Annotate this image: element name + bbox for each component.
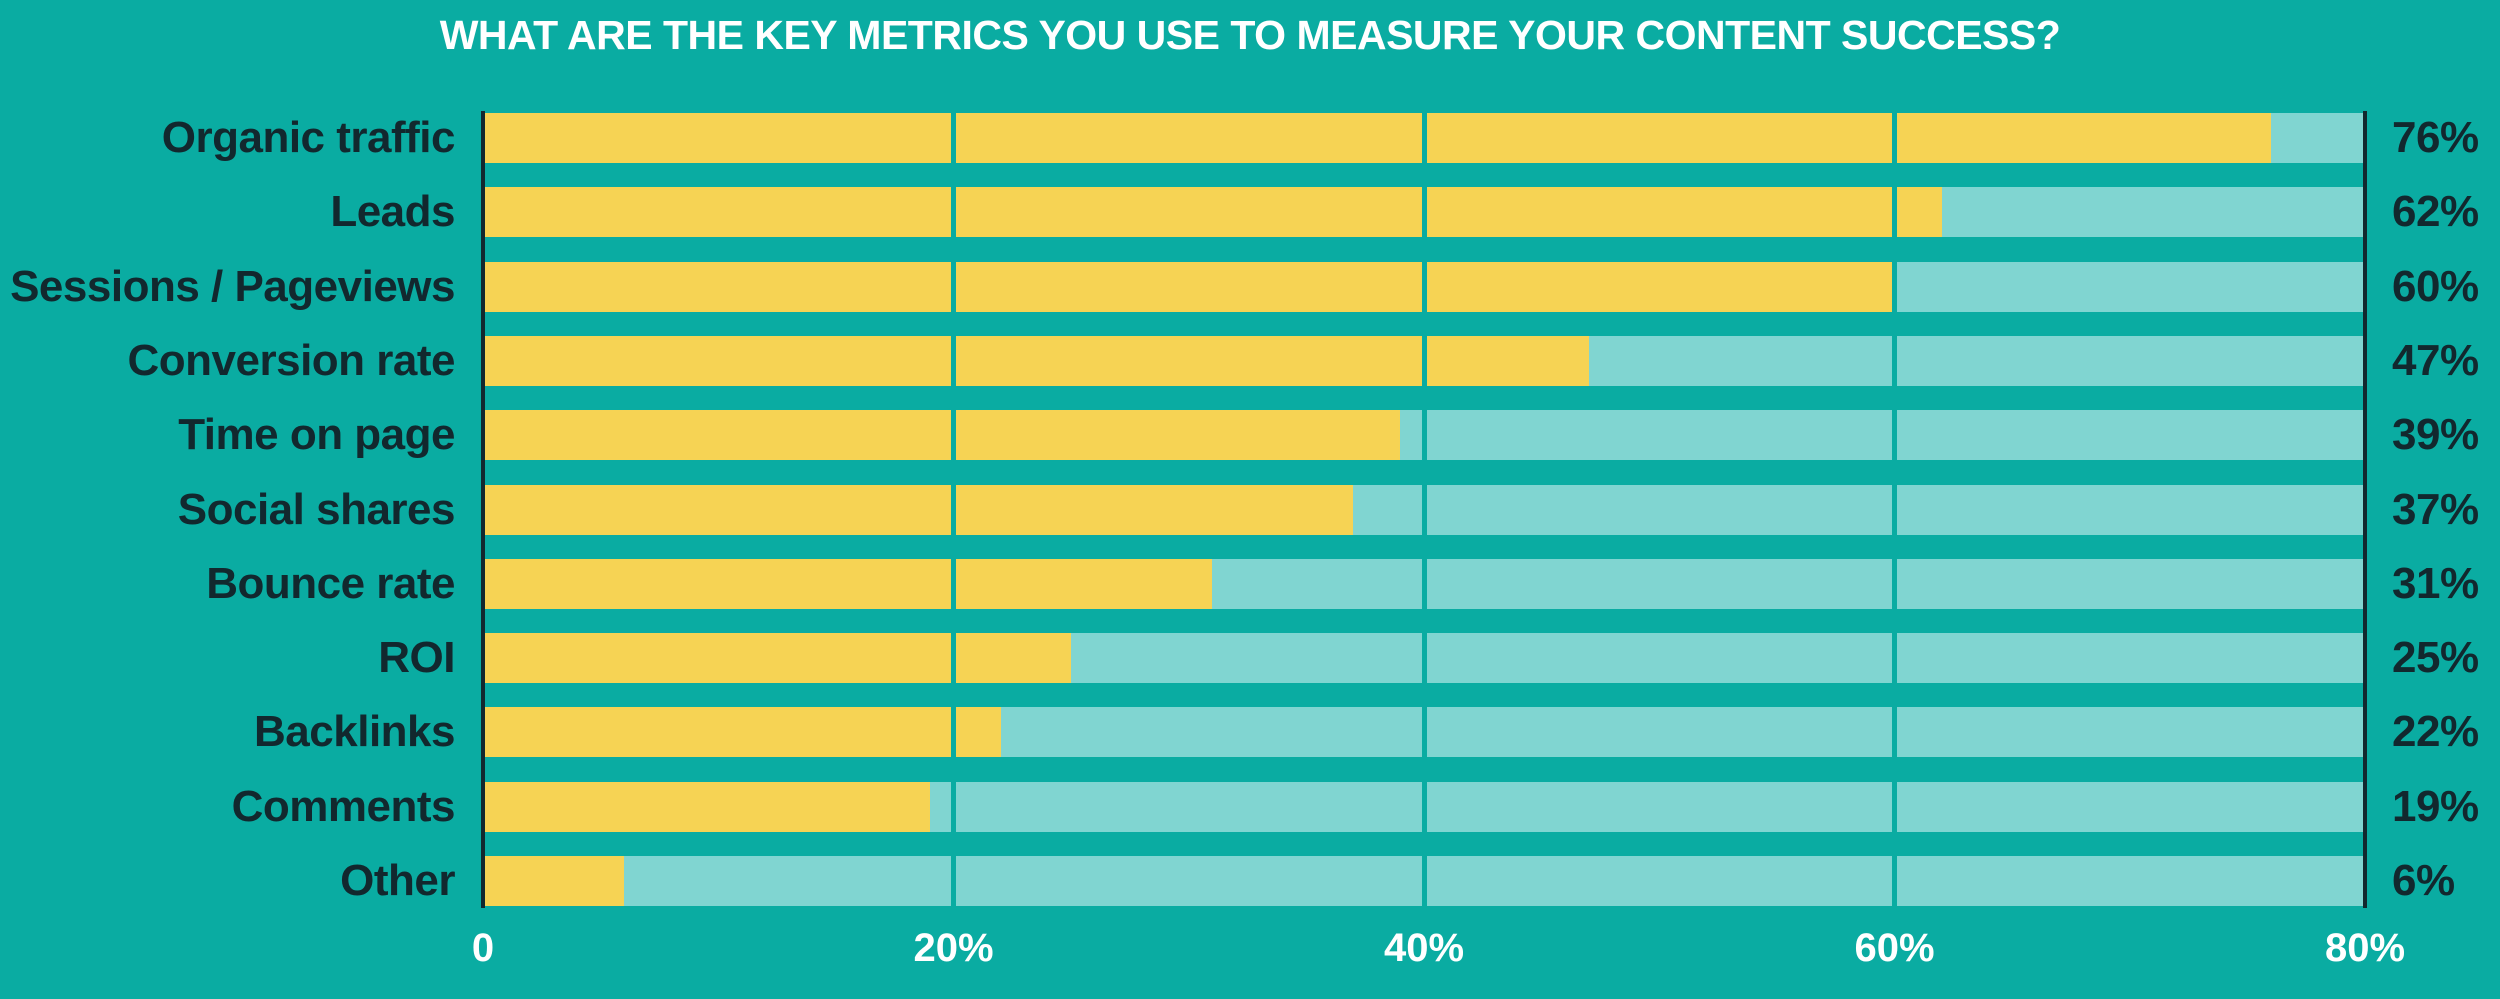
value-label: 19% xyxy=(2392,781,2479,831)
category-label: Sessions / Pageviews xyxy=(10,261,455,311)
x-tick-label: 20% xyxy=(913,926,994,970)
category-label: Social shares xyxy=(177,484,456,534)
gridline xyxy=(1421,111,1427,908)
bar-fill xyxy=(483,261,1895,312)
value-label: 37% xyxy=(2392,484,2479,534)
category-label: Leads xyxy=(330,187,455,237)
gridline xyxy=(951,111,956,908)
x-tick-label: 60% xyxy=(1854,926,1935,970)
value-label: 47% xyxy=(2392,335,2479,385)
category-label: Comments xyxy=(231,781,456,831)
bar-fill xyxy=(483,856,625,906)
chart-title: WHAT ARE THE KEY METRICS YOU USE TO MEAS… xyxy=(439,12,2061,58)
gridline xyxy=(1892,111,1897,908)
y-axis-line xyxy=(481,111,485,908)
category-label: ROI xyxy=(378,633,455,683)
bar-fill xyxy=(483,558,1213,609)
value-label: 62% xyxy=(2392,187,2479,237)
value-label: 31% xyxy=(2392,558,2479,608)
value-label: 76% xyxy=(2392,113,2479,162)
bar-fill xyxy=(483,335,1589,386)
category-label: Conversion rate xyxy=(127,335,456,385)
value-label: 60% xyxy=(2392,261,2479,311)
bar-fill xyxy=(483,633,1072,684)
bar-fill xyxy=(483,113,2271,163)
bar-fill xyxy=(483,484,1354,535)
value-label: 6% xyxy=(2392,856,2455,905)
category-label: Backlinks xyxy=(254,707,455,757)
x-tick-label: 40% xyxy=(1383,926,1465,970)
value-label: 25% xyxy=(2392,633,2479,683)
category-label: Organic traffic xyxy=(161,113,456,162)
category-label: Time on page xyxy=(178,410,455,460)
x-tick-label: 80% xyxy=(2324,926,2406,970)
bar-fill xyxy=(483,781,930,832)
category-label: Bounce rate xyxy=(206,558,455,608)
x-tick-label: 0 xyxy=(471,926,495,970)
bar-fill xyxy=(483,707,1001,758)
max-boundary-line xyxy=(2363,111,2367,908)
bar-fill xyxy=(483,410,1401,461)
value-label: 22% xyxy=(2392,707,2479,757)
category-label: Other xyxy=(340,856,455,905)
bar-fill xyxy=(483,187,1942,238)
value-label: 39% xyxy=(2392,410,2479,460)
